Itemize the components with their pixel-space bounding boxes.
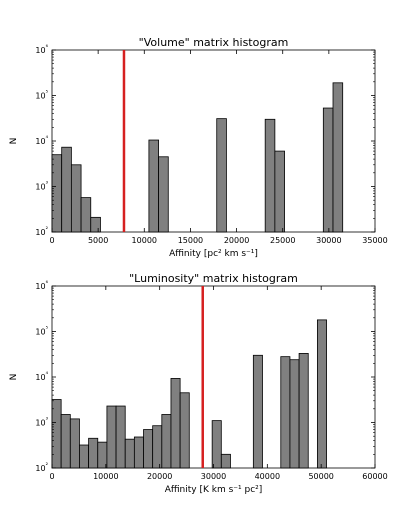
y-tick-label: 10³ (35, 181, 48, 192)
histogram-bar (115, 405, 126, 469)
y-tick-label: 10² (35, 462, 48, 473)
luminosity-histogram-panel: 0 10000 20000 30000 40000 50000 60000 10² 10³ 10⁴… (9, 272, 388, 495)
histogram-bar (289, 359, 300, 469)
histogram-bar (60, 414, 71, 469)
histogram-bar (332, 82, 344, 233)
y-tick-label: 10⁵ (35, 326, 48, 337)
volume-histogram-panel: 0 5000 10000 15000 20000 25000 30000 35000 10² 10… (9, 36, 388, 259)
histogram-bar (280, 356, 291, 469)
histogram-bar (211, 420, 222, 469)
histogram-bar (179, 392, 190, 469)
histogram-bar (143, 429, 154, 469)
x-tick-label: 5000 (88, 236, 108, 245)
histogram-bar (124, 438, 135, 469)
x-tick-label: 25000 (270, 236, 295, 245)
y-tick-label: 10⁴ (35, 371, 48, 382)
histogram-bar (51, 399, 62, 469)
x-tick-label: 30000 (316, 236, 341, 245)
x-tick-label: 35000 (362, 236, 387, 245)
chart-title: "Volume" matrix histogram (139, 36, 289, 49)
histogram-bar (69, 418, 80, 469)
x-tick-label: 0 (49, 472, 54, 481)
plot-frame (51, 49, 376, 233)
histogram-bar (274, 150, 285, 233)
chart-title: "Luminosity" matrix histogram (129, 272, 298, 285)
y-tick-label: 10³ (35, 417, 48, 428)
histogram-bar (90, 216, 101, 233)
histogram-bar (170, 378, 181, 469)
x-tick-label: 10000 (132, 236, 157, 245)
y-axis-label: N (9, 374, 19, 381)
histogram-bar (161, 414, 172, 469)
x-tick-label: 30000 (201, 472, 226, 481)
histogram-bar (316, 319, 327, 469)
x-tick-label: 20000 (224, 236, 249, 245)
histogram-bar (88, 437, 99, 469)
histogram-bar (322, 107, 334, 233)
histogram-bar (252, 354, 263, 469)
histogram-bar (220, 453, 231, 469)
histogram-bar (106, 405, 117, 469)
y-tick-label: 10⁶ (35, 280, 48, 291)
x-tick-label: 15000 (178, 236, 203, 245)
x-tick-label: 40000 (255, 472, 280, 481)
x-tick-label: 10000 (93, 472, 118, 481)
histogram-bar (298, 353, 309, 469)
x-tick-label: 0 (49, 236, 54, 245)
y-axis-label: N (9, 138, 19, 145)
histogram-bar (152, 425, 163, 469)
histogram-bar (80, 197, 92, 233)
x-tick-label: 20000 (147, 472, 172, 481)
histogram-bar (133, 436, 144, 469)
x-tick-label: 50000 (308, 472, 333, 481)
histogram-bar (264, 118, 276, 233)
histogram-bar (216, 118, 227, 233)
histogram-bar (148, 139, 159, 233)
x-tick-label: 60000 (362, 472, 387, 481)
y-tick-label: 10⁶ (35, 44, 48, 55)
y-tick-label: 10⁴ (35, 135, 48, 146)
histogram-bar (70, 164, 82, 233)
y-tick-label: 10² (35, 226, 48, 237)
y-tick-label: 10⁵ (35, 90, 48, 101)
histogram-bar (61, 146, 72, 233)
histogram-bar (79, 444, 90, 469)
x-axis-label: Affinity [K km s⁻¹ pc²] (165, 485, 263, 495)
histogram-bar (158, 156, 169, 233)
x-axis-label: Affinity [pc² km s⁻¹] (169, 249, 258, 259)
